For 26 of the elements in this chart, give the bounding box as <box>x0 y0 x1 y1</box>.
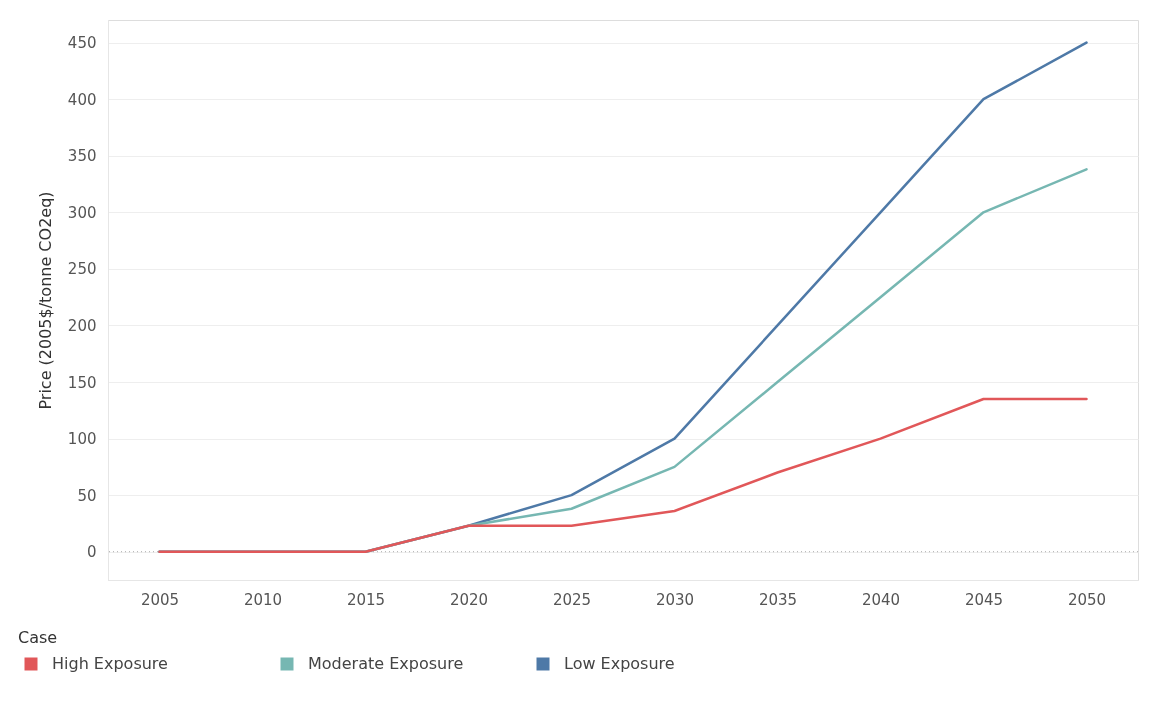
line-series <box>158 397 1088 553</box>
legend-title: Case <box>18 628 58 647</box>
x-tick-label: 2020 <box>449 590 489 609</box>
x-tick-label: 2005 <box>140 590 180 609</box>
legend-label: Low Exposure <box>564 654 675 673</box>
y-tick-label: 150 <box>67 373 97 392</box>
x-tick-label: 2050 <box>1067 590 1107 609</box>
legend-label: High Exposure <box>52 654 168 673</box>
y-tick-label: 300 <box>67 203 97 222</box>
x-tick-label: 2015 <box>346 590 386 609</box>
x-tick-label: 2040 <box>861 590 901 609</box>
y-tick-label: 50 <box>77 486 97 505</box>
x-tick-label: 2035 <box>758 590 798 609</box>
x-tick-label: 2025 <box>552 590 592 609</box>
y-tick-label: 450 <box>67 34 97 53</box>
legend-label: Moderate Exposure <box>308 654 464 673</box>
x-tick-label: 2010 <box>243 590 283 609</box>
y-tick-label: 0 <box>86 543 97 562</box>
x-tick-label: 2045 <box>964 590 1004 609</box>
y-tick-label: 350 <box>67 147 97 166</box>
y-tick-label: 250 <box>67 260 97 279</box>
y-tick-label: 200 <box>67 316 97 335</box>
y-axis-title: Price (2005$/tonne CO2eq) <box>35 191 55 410</box>
y-tick-label: 400 <box>67 90 97 109</box>
y-tick-label: 100 <box>67 430 97 449</box>
x-tick-label: 2030 <box>655 590 695 609</box>
